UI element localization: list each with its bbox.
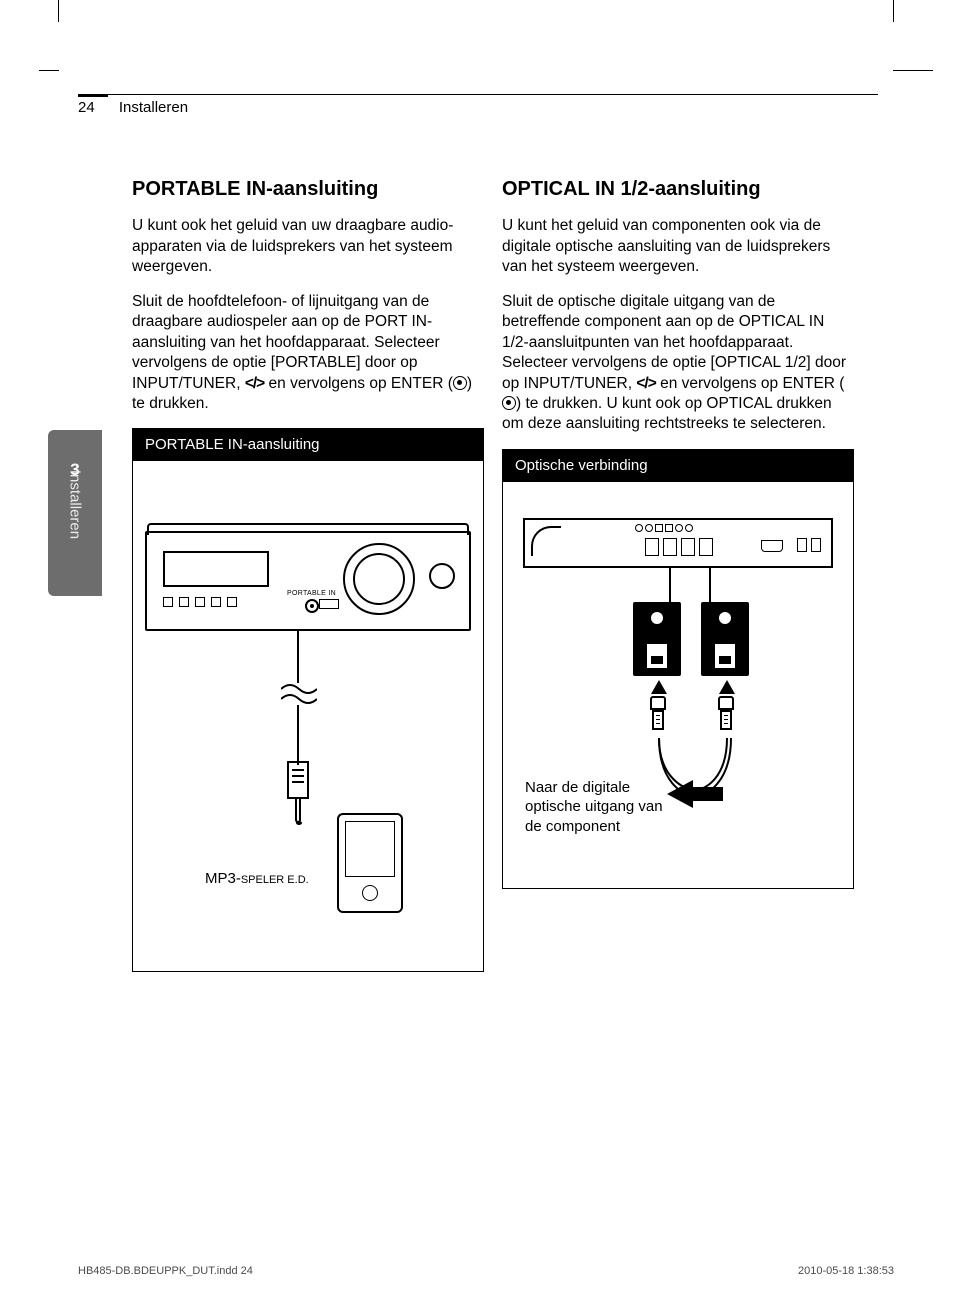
left-column: PORTABLE IN-aansluiting U kunt ook het g… (132, 176, 484, 972)
arrow-up-icon (719, 680, 735, 694)
mp3-label-a: MP3- (205, 870, 241, 887)
plug-icon (287, 761, 309, 799)
angle-icon: </> (245, 375, 264, 392)
optical-fig-title: Optische verbinding (503, 450, 853, 482)
portable-diagram: PORTABLE IN MP3-SPELER E.D. (133, 461, 483, 971)
button-row (163, 597, 237, 607)
chapter-label: Installeren (67, 470, 84, 539)
jack-icon (305, 599, 319, 613)
device-front-panel: PORTABLE IN (145, 531, 471, 631)
optical-plug-icon (650, 696, 666, 726)
connector-drop-icon (669, 568, 711, 602)
optical-figure: Optische verbinding (502, 449, 854, 889)
cable-break-icon (281, 683, 317, 705)
mp3-label-b: SPELER E.D. (241, 874, 309, 886)
optical-p2: Sluit de optische digitale uitgang van d… (502, 292, 854, 435)
portable-p2b: en vervolgens op ENTER ( (264, 375, 453, 392)
port-in-label: PORTABLE IN (287, 589, 336, 598)
mp3-player-icon (337, 813, 403, 913)
optical-ports (633, 602, 749, 676)
optical-p1: U kunt het geluid van componenten ook vi… (502, 216, 854, 277)
footer-file: HB485-DB.BDEUPPK_DUT.indd 24 (78, 1265, 253, 1277)
arrow-up-icon (651, 680, 667, 694)
optical-port-1-icon (633, 602, 681, 676)
page-header: 24 Installeren (78, 94, 878, 116)
optical-caption: Naar de digitale optische uitgang van de… (525, 778, 665, 837)
optical-port-2-icon (701, 602, 749, 676)
section-title: Installeren (119, 95, 188, 116)
rear-panel-icon (523, 518, 833, 568)
right-column: OPTICAL IN 1/2-aansluiting U kunt het ge… (502, 176, 854, 889)
eject-icon (429, 563, 455, 589)
optical-heading: OPTICAL IN 1/2-aansluiting (502, 176, 854, 202)
portable-p1: U kunt ook het geluid van uw draagbare a… (132, 216, 484, 277)
crop-marks (58, 0, 894, 22)
volume-knob-icon (343, 543, 415, 615)
cable-segment-icon (297, 705, 299, 765)
usb-icon (319, 599, 339, 609)
optical-p2b: en vervolgens op ENTER ( (656, 375, 845, 392)
portable-heading: PORTABLE IN-aansluiting (132, 176, 484, 202)
cable-segment-icon (297, 631, 299, 683)
page-footer: HB485-DB.BDEUPPK_DUT.indd 24 2010-05-18 … (78, 1265, 894, 1277)
page-number: 24 (78, 95, 95, 116)
portable-figure: PORTABLE IN-aansluiting PORTABLE IN (132, 428, 484, 972)
footer-timestamp: 2010-05-18 1:38:53 (798, 1265, 894, 1277)
chapter-tab: 3 Installeren (48, 430, 102, 596)
arrow-left-icon (667, 780, 693, 808)
display-icon (163, 551, 269, 587)
portable-p2: Sluit de hoofdtelefoon- of lijnuitgang v… (132, 292, 484, 415)
angle-icon: </> (636, 375, 655, 392)
optical-diagram: Naar de digitale optische uitgang van de… (503, 482, 853, 888)
plug-tip-icon (295, 799, 301, 823)
enter-icon (502, 396, 516, 410)
hdmi-icon (761, 540, 783, 552)
enter-icon (453, 376, 467, 390)
mp3-label: MP3-SPELER E.D. (205, 869, 309, 889)
optical-plug-icon (718, 696, 734, 726)
optical-p2c: ) te drukken. U kunt ook op OPTICAL druk… (502, 395, 832, 432)
portable-fig-title: PORTABLE IN-aansluiting (133, 429, 483, 461)
